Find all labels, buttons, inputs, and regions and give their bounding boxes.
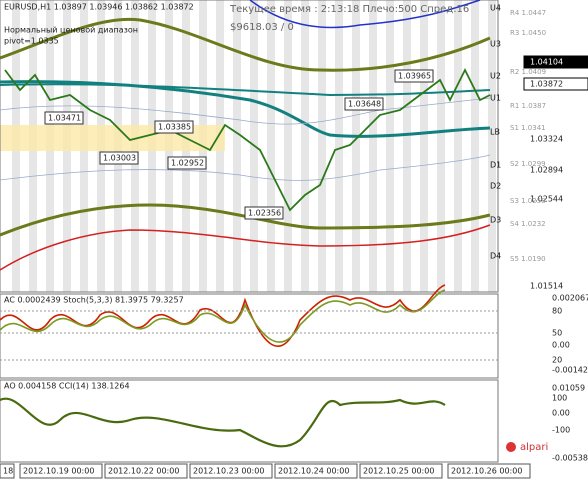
panel1-frame — [0, 293, 499, 379]
price-label: 1.03324 — [530, 135, 563, 144]
stripe — [284, 0, 292, 292]
band-label: U3 — [490, 40, 501, 49]
pivot-level: S2 1.0299 — [510, 160, 546, 168]
band-label: LB — [490, 128, 500, 137]
pivot-level: S5 1.0190 — [510, 255, 546, 263]
date-box — [0, 463, 15, 479]
panel1-axis-label: 50 — [552, 329, 562, 338]
annotation: 1.03965 — [398, 72, 431, 81]
panel2-axis-label: 100 — [552, 394, 567, 403]
panel1-axis-label: 0.002067 — [552, 294, 588, 303]
panel1-axis-label: 80 — [552, 307, 562, 316]
date-box — [104, 463, 188, 479]
price-label: 1.02894 — [530, 166, 563, 175]
pivot-level: S3 1.0258 — [510, 197, 546, 205]
annotation: 1.03003 — [103, 154, 136, 163]
annotation: 1.02952 — [171, 159, 204, 168]
date-label: 2012.10.25 00:00 — [363, 467, 434, 476]
price-label: 1.02544 — [530, 195, 563, 204]
annotation-box — [244, 206, 284, 220]
annotation-box — [44, 111, 84, 125]
balance-line: $9618.03 / 0 — [230, 22, 294, 33]
pivot-level: R3 1.0450 — [510, 29, 546, 37]
stripe — [386, 0, 394, 292]
stripe — [335, 0, 343, 292]
band-label: D3 — [490, 216, 501, 225]
annotation-box — [167, 156, 207, 170]
band-label: D4 — [490, 252, 501, 261]
price-label: 1.01514 — [530, 282, 563, 291]
stripe — [233, 0, 241, 292]
annotation: 1.02356 — [248, 209, 281, 218]
date-box — [189, 463, 273, 479]
date-label: 2012.10.26 00:00 — [451, 467, 522, 476]
price-label: 1.03872 — [530, 80, 563, 89]
panel2-axis-label: 0.00 — [552, 409, 570, 418]
pivot-level: S4 1.0232 — [510, 220, 546, 228]
date-box — [274, 463, 358, 479]
date-box — [447, 463, 531, 479]
pivot: pivot=1.0335 — [4, 37, 59, 46]
pivot-level: R2 1.0409 — [510, 68, 546, 76]
date-label: 18 — [3, 467, 13, 476]
date-label: 2012.10.24 00:00 — [278, 467, 349, 476]
oscillators — [0, 284, 446, 448]
time-line: Текущее время : 2:13:18 Плечо:500 Спред:… — [229, 4, 469, 15]
stripe — [471, 0, 479, 292]
band-label: D1 — [490, 161, 501, 170]
annotation-box — [99, 151, 139, 165]
stripe — [437, 0, 445, 292]
stripe — [352, 0, 360, 292]
panel1-axis-label: -0.00142 — [552, 366, 588, 375]
date-label: 2012.10.23 00:00 — [193, 467, 264, 476]
stripe — [369, 0, 377, 292]
logo-icon — [506, 442, 516, 452]
main-frame — [0, 0, 499, 293]
panel1-axis-label: 20 — [552, 356, 562, 365]
pivot-level: R4 1.0447 — [510, 9, 546, 17]
date-label: 2012.10.22 00:00 — [108, 467, 179, 476]
range-title: Нормальный ценовой диапазон — [4, 26, 138, 35]
stripe — [267, 0, 275, 292]
band-label: D2 — [490, 182, 501, 191]
price-box — [523, 55, 588, 69]
band-label: U4 — [490, 4, 501, 13]
panel2-axis-label: -0.00538 — [552, 454, 588, 463]
date-box — [19, 463, 103, 479]
stripe — [403, 0, 411, 292]
panel2-frame — [0, 379, 499, 463]
panel2-axis-label: 0.01059 — [552, 384, 585, 393]
annotation-box — [344, 97, 384, 111]
logo: alpari — [520, 442, 548, 453]
stripe — [488, 0, 496, 292]
pivot-level: R1 1.0387 — [510, 102, 546, 110]
annotation: 1.03471 — [48, 114, 81, 123]
price-box — [523, 77, 588, 91]
pivot-level: S1 1.0341 — [510, 124, 546, 132]
annotation-box — [394, 69, 434, 83]
band-label: U1 — [490, 94, 501, 103]
stripe — [420, 0, 428, 292]
band-label: U2 — [490, 72, 501, 81]
price-label: 1.04104 — [530, 58, 563, 67]
annotation: 1.03648 — [348, 100, 381, 109]
panel2-axis-label: -100 — [552, 426, 570, 435]
stripe — [454, 0, 462, 292]
panel1-axis-label: 0.00 — [552, 341, 570, 350]
stripe — [318, 0, 326, 292]
panel1-header: AC 0.0002439 Stoch(5,3,3) 81.3975 79.325… — [4, 296, 184, 305]
annotation-box — [154, 120, 194, 134]
annotation: 1.03385 — [158, 123, 191, 132]
indicator-curves — [0, 0, 491, 271]
date-label: 2012.10.19 00:00 — [23, 467, 94, 476]
stripe — [301, 0, 309, 292]
panel2-header: AO 0.004158 CCI(14) 138.1264 — [4, 382, 130, 391]
symbol-line: EURUSD,H1 1.03897 1.03946 1.03862 1.0387… — [4, 3, 194, 12]
date-box — [359, 463, 443, 479]
